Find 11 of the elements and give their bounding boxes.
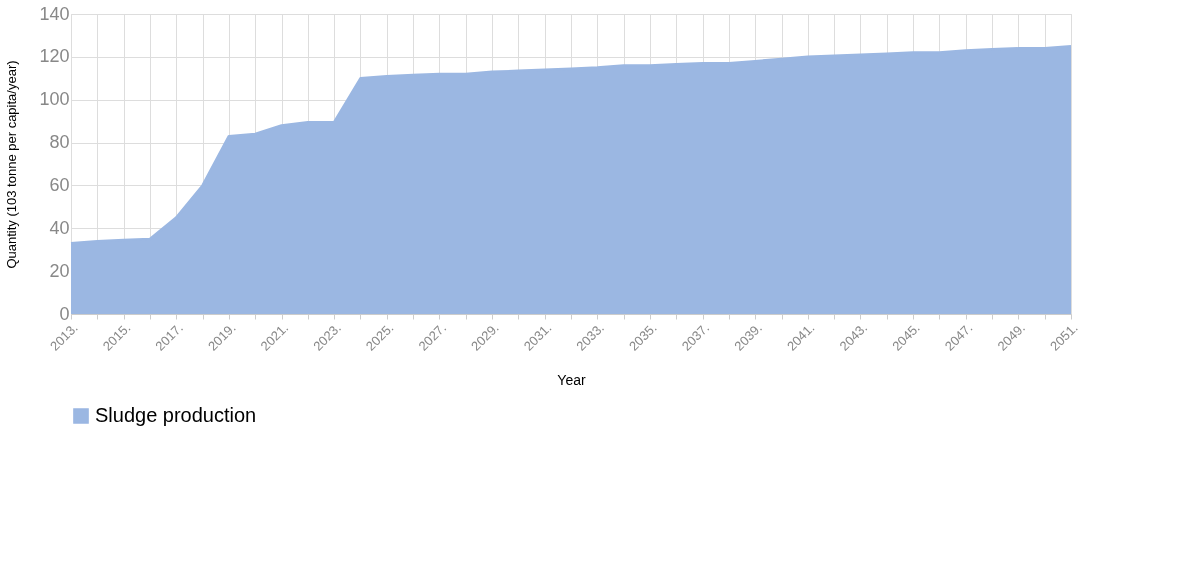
y-tick-label: 100: [39, 89, 70, 110]
y-tick-label: 80: [49, 132, 70, 153]
legend-label: Sludge production: [95, 404, 257, 426]
y-tick-label: 140: [39, 3, 70, 24]
y-tick-label: 20: [49, 260, 70, 281]
y-tick-label: 120: [39, 46, 70, 67]
x-axis-title: Year: [557, 371, 586, 388]
y-tick-label: 60: [49, 174, 70, 195]
y-tick-label: 40: [49, 217, 70, 238]
y-axis-title: Quantity (103 tonne per capita/year): [4, 60, 20, 269]
y-tick-label: 0: [59, 303, 70, 324]
